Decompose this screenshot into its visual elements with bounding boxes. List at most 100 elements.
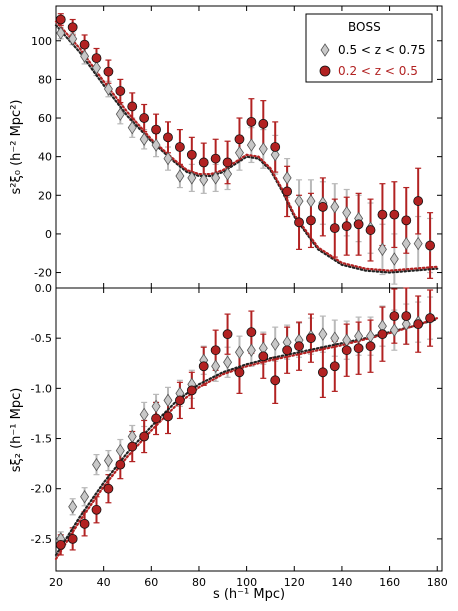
data-point-circle xyxy=(210,153,221,164)
data-point-circle xyxy=(79,518,90,529)
data-point-circle xyxy=(151,124,161,135)
data-point-circle xyxy=(127,101,138,112)
data-point-circle xyxy=(222,157,233,168)
model-line xyxy=(54,20,439,272)
data-point-diamond xyxy=(56,26,66,40)
data-point-circle xyxy=(317,201,328,212)
data-point-circle xyxy=(163,411,173,422)
data-point-circle xyxy=(258,118,269,129)
data-point-diamond xyxy=(246,138,256,152)
data-point-circle xyxy=(365,341,376,352)
bottom-tick-labels: -2.5 -2.0 -1.5 -1.0 -0.5 0.0 20 40 60 80 100 120 140… xyxy=(31,282,448,589)
legend-label-high-z: 0.5 < z < 0.75 xyxy=(338,43,425,57)
data-point-diamond xyxy=(223,167,233,181)
data-point-diamond xyxy=(234,146,244,160)
data-point-circle xyxy=(103,483,114,494)
y-tick-label: -1.0 xyxy=(31,382,52,395)
legend: BOSS 0.5 < z < 0.75 0.2 < z < 0.5 xyxy=(305,13,433,83)
data-point-diamond xyxy=(163,393,173,408)
data-point-circle xyxy=(353,343,364,354)
data-point-circle xyxy=(377,329,388,340)
data-point-circle xyxy=(353,219,364,230)
data-point-circle xyxy=(91,53,102,64)
data-point-diamond xyxy=(330,331,340,345)
y-tick-label: -20 xyxy=(34,267,52,280)
top-axis-ticks xyxy=(55,6,442,288)
data-point-circle xyxy=(103,66,114,77)
y-tick-label: 0 xyxy=(45,228,52,241)
data-point-circle xyxy=(282,186,293,197)
y-tick-label: 60 xyxy=(38,112,52,125)
data-point-diamond xyxy=(127,120,137,135)
data-point-diamond xyxy=(151,399,161,414)
data-point-circle xyxy=(258,351,269,362)
data-point-circle xyxy=(317,367,328,378)
data-point-diamond xyxy=(401,317,411,331)
y-tick-label: 0.0 xyxy=(35,282,53,295)
data-point-diamond xyxy=(354,329,364,343)
data-point-circle xyxy=(222,329,233,340)
y-tick-label: -0.5 xyxy=(31,332,52,345)
data-point-circle xyxy=(175,395,185,406)
data-point-circle xyxy=(198,361,209,372)
x-axis-label: s (h⁻¹ Mpc) xyxy=(213,587,285,602)
data-point-circle xyxy=(67,22,78,33)
bottom-panel-frame xyxy=(55,287,443,572)
bottom-panel: -2.5 -2.0 -1.5 -1.0 -0.5 0.0 20 40 60 80 100 120 140… xyxy=(9,282,448,602)
data-point-circle xyxy=(55,540,66,550)
data-point-circle xyxy=(139,431,150,442)
data-point-diamond xyxy=(68,500,78,514)
data-point-diamond xyxy=(342,205,352,220)
data-point-circle xyxy=(270,375,281,386)
top-y-tick-labels: -20 0 20 40 60 80 100 xyxy=(31,35,52,280)
data-point-circle xyxy=(377,209,388,220)
data-point-diamond xyxy=(103,82,113,96)
data-point-diamond xyxy=(318,327,328,341)
data-point-diamond xyxy=(80,490,90,504)
data-point-circle xyxy=(401,215,412,226)
data-point-diamond xyxy=(115,107,125,121)
data-point-circle xyxy=(67,533,78,544)
data-point-circle xyxy=(365,225,376,235)
data-point-circle xyxy=(127,441,138,452)
data-point-diamond xyxy=(294,194,304,208)
data-point-circle xyxy=(234,134,245,145)
legend-label-low-z: 0.2 < z < 0.5 xyxy=(338,64,418,78)
data-point-diamond xyxy=(139,407,149,422)
data-point-circle xyxy=(329,223,340,234)
y-tick-label: 40 xyxy=(38,151,52,164)
data-point-diamond xyxy=(270,337,280,351)
data-point-diamond xyxy=(389,252,399,266)
x-tick-label: 160 xyxy=(379,576,400,589)
data-point-diamond xyxy=(68,32,78,46)
data-point-diamond xyxy=(282,171,292,185)
top-panel: -20 0 20 40 60 80 100 s²ξ₀ (h⁻² Mpc²) BOSS 0.5… xyxy=(9,5,443,289)
data-point-circle xyxy=(306,333,316,344)
data-point-diamond xyxy=(413,236,423,251)
data-point-circle xyxy=(151,413,161,424)
data-point-circle xyxy=(425,313,435,324)
data-point-circle xyxy=(413,319,424,330)
x-tick-label: 40 xyxy=(97,576,111,589)
data-point-circle xyxy=(91,504,102,515)
x-tick-label: 80 xyxy=(192,576,206,589)
data-point-diamond xyxy=(80,49,90,63)
y-tick-label: 100 xyxy=(31,35,52,48)
legend-title: BOSS xyxy=(348,20,381,34)
data-point-circle xyxy=(270,142,281,152)
data-point-circle xyxy=(389,311,400,321)
data-point-circle xyxy=(341,221,352,232)
data-point-circle xyxy=(79,39,90,50)
x-tick-label: 60 xyxy=(144,576,158,589)
data-point-circle xyxy=(115,459,126,470)
data-point-diamond xyxy=(258,142,268,156)
y-tick-label: -2.5 xyxy=(31,533,52,546)
data-point-diamond xyxy=(330,200,340,214)
data-point-diamond xyxy=(103,453,113,468)
x-tick-label: 100 xyxy=(236,576,257,589)
y-tick-label: -2.0 xyxy=(31,483,52,496)
data-point-diamond xyxy=(211,359,221,373)
data-point-circle xyxy=(234,367,245,378)
x-tick-label: 20 xyxy=(49,576,63,589)
